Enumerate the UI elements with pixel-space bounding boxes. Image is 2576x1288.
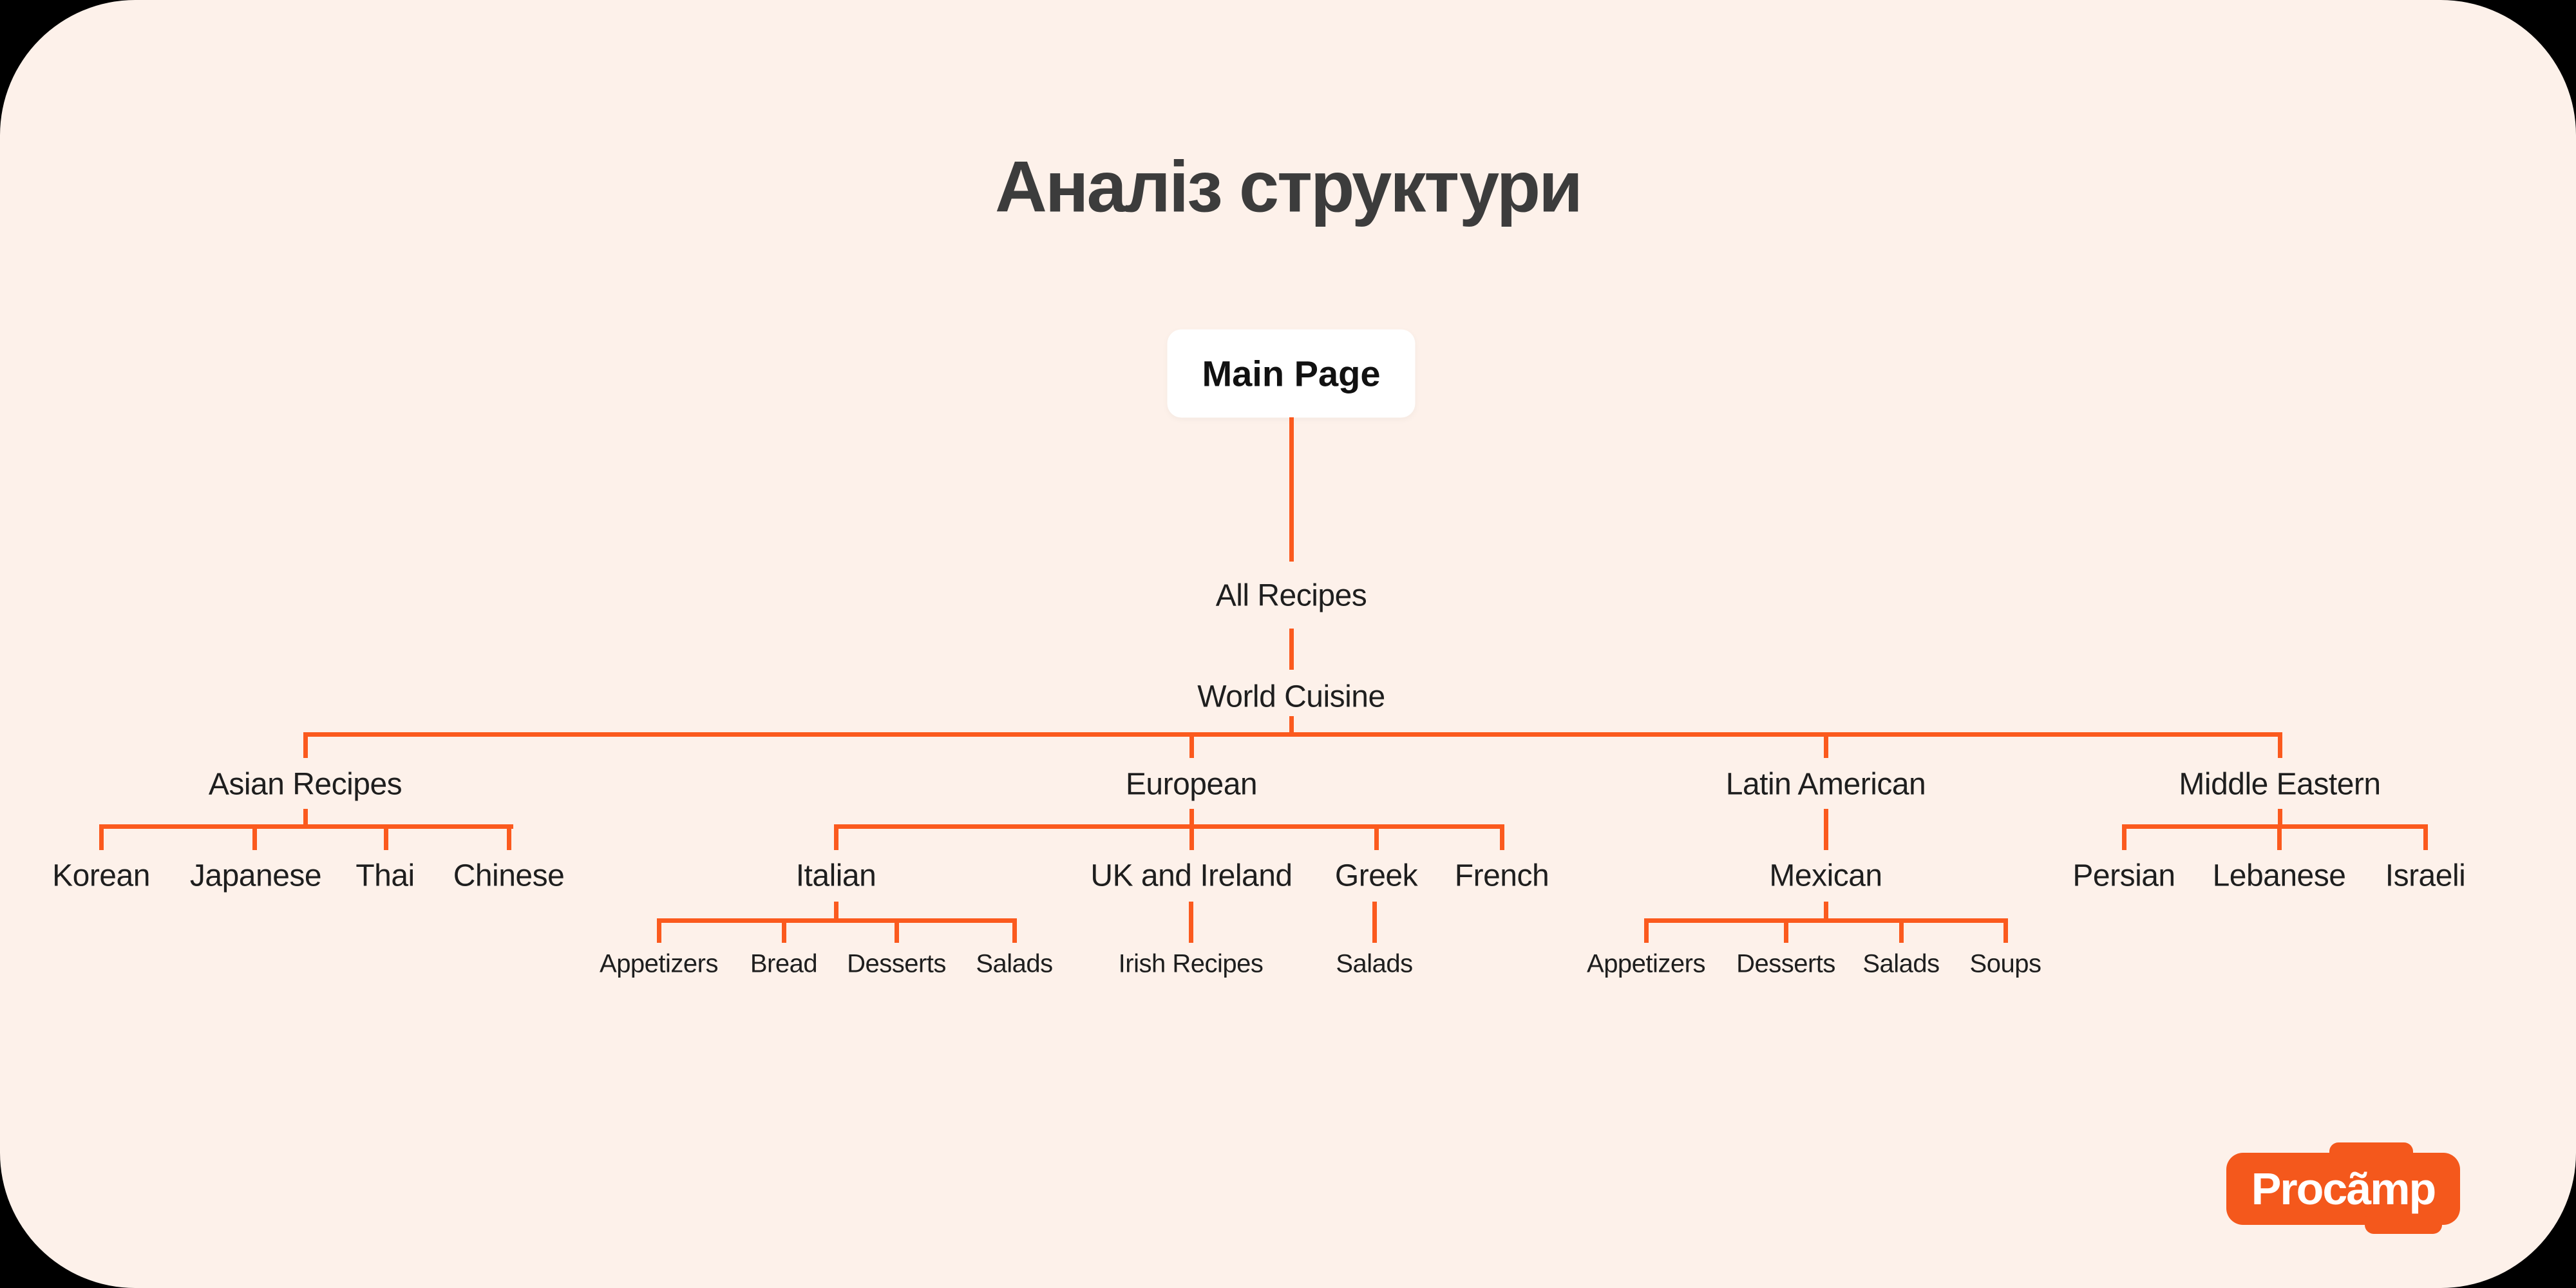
- node-persian: Persian: [2072, 858, 2175, 893]
- connector-drop-italian: [834, 824, 838, 850]
- connector-italian-stub: [834, 902, 838, 922]
- connector-asian-stub: [303, 809, 308, 827]
- connector-drop-asian: [303, 732, 308, 758]
- node-israeli: Israeli: [2385, 858, 2466, 893]
- connector-drop-latin-american: [1824, 732, 1828, 758]
- procamp-logo-text: Procãmp: [2251, 1164, 2437, 1214]
- connector-drop-japanese: [252, 824, 257, 850]
- node-uk-and-ireland: UK and Ireland: [1090, 858, 1293, 893]
- node-italian-desserts: Desserts: [847, 949, 946, 978]
- connector-drop-middle-eastern: [2278, 732, 2282, 758]
- connector-drop-mexican-appetizers: [1644, 918, 1649, 943]
- connector-uk-to-irish-recipes: [1189, 902, 1193, 943]
- node-chinese: Chinese: [453, 858, 565, 893]
- node-middle-eastern: Middle Eastern: [2179, 767, 2381, 802]
- connector-drop-chinese: [507, 824, 511, 850]
- node-italian-salads: Salads: [976, 949, 1053, 978]
- connector-greek-to-salads: [1372, 902, 1377, 943]
- node-mexican: Mexican: [1769, 858, 1882, 893]
- node-greek-salads: Salads: [1336, 949, 1413, 978]
- node-thai: Thai: [355, 858, 415, 893]
- page-title: Аналіз структури: [994, 146, 1583, 227]
- connector-mexican-bracket: [1644, 918, 2008, 923]
- connector-all-recipes-to-world-cuisine: [1289, 629, 1294, 670]
- node-korean: Korean: [52, 858, 150, 893]
- node-italian-bread: Bread: [750, 949, 818, 978]
- connector-drop-persian: [2122, 824, 2126, 850]
- connector-drop-uk-and-ireland: [1189, 824, 1194, 850]
- connector-drop-mexican-soups: [2003, 918, 2008, 943]
- node-mexican-appetizers: Appetizers: [1587, 949, 1705, 978]
- node-world-cuisine: World Cuisine: [1197, 679, 1385, 714]
- connector-drop-mexican-desserts: [1784, 918, 1788, 943]
- connector-drop-israeli: [2423, 824, 2428, 850]
- node-mexican-salads: Salads: [1862, 949, 1940, 978]
- connector-drop-lebanese: [2277, 824, 2282, 850]
- connector-drop-italian-bread: [782, 918, 786, 943]
- connector-latin-to-mexican: [1824, 809, 1828, 850]
- connector-drop-korean: [99, 824, 104, 850]
- node-french: French: [1454, 858, 1549, 893]
- node-italian-appetizers: Appetizers: [600, 949, 718, 978]
- node-all-recipes: All Recipes: [1215, 578, 1367, 613]
- node-main-page: Main Page: [1167, 329, 1416, 418]
- connector-world-cuisine-stub: [1289, 716, 1294, 735]
- node-asian-recipes: Asian Recipes: [208, 767, 402, 802]
- connector-drop-greek: [1374, 824, 1379, 850]
- node-japanese: Japanese: [189, 858, 322, 893]
- node-greek: Greek: [1334, 858, 1418, 893]
- connector-asian-bracket: [99, 824, 513, 829]
- connector-drop-thai: [384, 824, 388, 850]
- connector-european-bracket: [834, 824, 1504, 829]
- connector-drop-italian-appetizers: [657, 918, 661, 943]
- connector-drop-french: [1500, 824, 1504, 850]
- connector-drop-european: [1189, 732, 1194, 758]
- node-irish-recipes: Irish Recipes: [1118, 949, 1264, 978]
- connector-root-to-all-recipes: [1289, 417, 1294, 562]
- node-mexican-desserts: Desserts: [1736, 949, 1835, 978]
- node-latin-american: Latin American: [1725, 767, 1926, 802]
- node-italian: Italian: [795, 858, 876, 893]
- node-european: European: [1125, 767, 1258, 802]
- node-mexican-soups: Soups: [1969, 949, 2041, 978]
- connector-european-stub: [1189, 809, 1194, 827]
- node-lebanese: Lebanese: [2212, 858, 2346, 893]
- connector-mexican-stub: [1824, 902, 1828, 922]
- connector-italian-bracket: [657, 918, 1017, 923]
- connector-drop-mexican-salads: [1899, 918, 1904, 943]
- connector-middle-eastern-stub: [2278, 809, 2282, 827]
- connector-main-rail: [303, 732, 2282, 737]
- procamp-logo: Procãmp: [2226, 1142, 2460, 1234]
- connector-middle-eastern-bracket: [2122, 824, 2428, 829]
- connector-drop-italian-salads: [1012, 918, 1017, 943]
- connector-drop-italian-desserts: [895, 918, 899, 943]
